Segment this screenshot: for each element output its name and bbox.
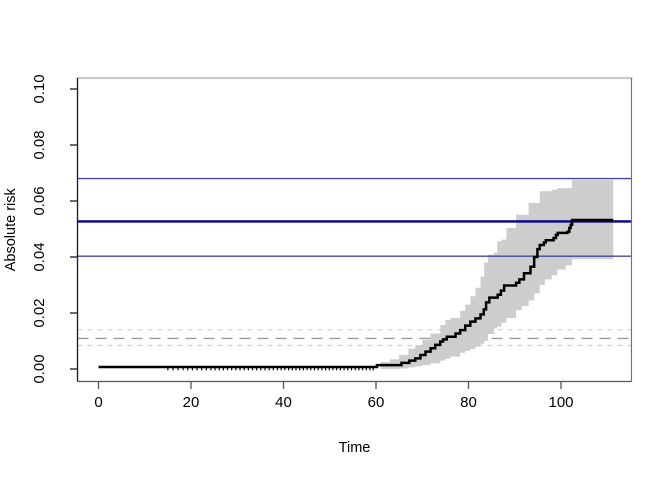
y-tick-label: 0.08 (31, 130, 48, 159)
x-tick-label: 60 (368, 394, 385, 411)
x-tick-label: 100 (548, 394, 573, 411)
x-tick-label: 0 (94, 394, 102, 411)
x-tick-label: 20 (183, 394, 200, 411)
y-tick-label: 0.02 (31, 298, 48, 327)
y-tick-label: 0.00 (31, 354, 48, 383)
y-axis-title: Absolute risk (3, 188, 19, 272)
chart-layers: 0 20 40 60 80 100 0.00 0.02 0.04 0.06 0.08 0.10 (31, 74, 633, 411)
y-tick-label: 0.10 (31, 74, 48, 103)
x-tick-label: 80 (460, 394, 477, 411)
cumulative-absolute-risk (98, 218, 614, 369)
y-tick-label: 0.06 (31, 186, 48, 215)
x-axis-title: Time (339, 440, 371, 456)
y-tick-label: 0.04 (31, 242, 48, 271)
x-tick-label: 40 (275, 394, 292, 411)
confidence-band (380, 180, 614, 369)
